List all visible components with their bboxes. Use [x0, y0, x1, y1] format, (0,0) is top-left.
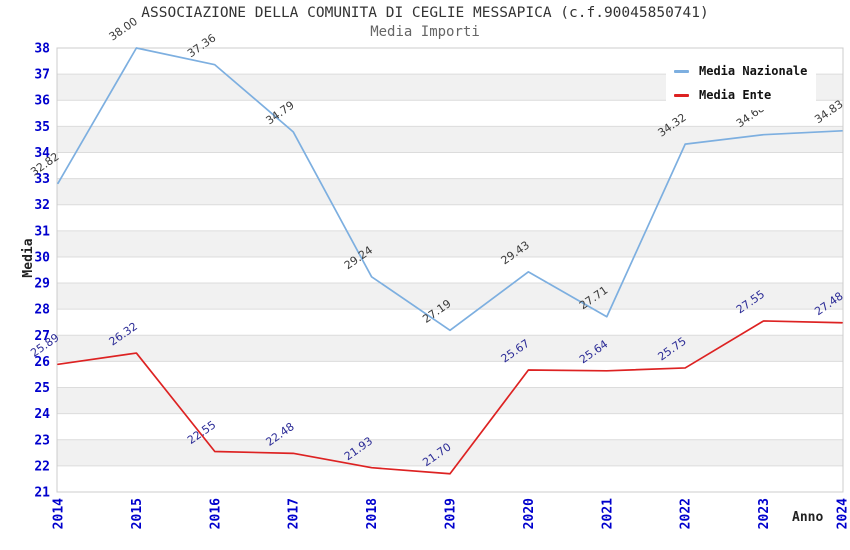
x-tick-label: 2024	[836, 498, 850, 529]
grid-band	[57, 230, 843, 257]
y-tick-label: 24	[34, 407, 50, 422]
grid-band	[57, 439, 843, 466]
y-tick-label: 36	[34, 94, 50, 109]
data-label-media-nazionale: 34.83	[812, 98, 845, 127]
y-tick-label: 34	[34, 146, 50, 161]
x-tick-label: 2021	[600, 498, 615, 529]
grid-band	[57, 126, 843, 153]
data-label-media-nazionale: 34.79	[263, 99, 296, 128]
chart-legend: Media Nazionale Media Ente	[666, 56, 816, 110]
y-tick-label: 38	[34, 42, 50, 57]
x-tick-label: 2014	[52, 498, 67, 529]
y-tick-label: 26	[34, 355, 50, 370]
y-tick-label: 32	[34, 198, 50, 213]
y-tick-label: 28	[34, 303, 50, 318]
legend-marker-media-nazionale-icon	[674, 69, 689, 73]
y-tick-label: 29	[34, 277, 50, 292]
y-tick-label: 25	[34, 381, 50, 396]
legend-item-media-nazionale: Media Nazionale	[674, 64, 812, 78]
x-tick-label: 2015	[130, 498, 145, 529]
y-tick-label: 23	[34, 433, 50, 448]
legend-marker-media-ente-icon	[674, 93, 689, 97]
legend-label-media-ente: Media Ente	[699, 88, 772, 102]
legend-item-media-ente: Media Ente	[674, 88, 812, 102]
chart-title: ASSOCIAZIONE DELLA COMUNITA DI CEGLIE ME…	[141, 5, 709, 21]
x-tick-label: 2020	[522, 498, 537, 529]
grid-band	[57, 335, 843, 362]
series-line-media-ente	[57, 320, 843, 475]
x-tick-label: 2017	[287, 498, 302, 529]
grid-band	[57, 283, 843, 310]
y-axis-title: Media	[21, 238, 36, 278]
y-tick-label: 37	[34, 68, 50, 83]
x-tick-label: 2019	[444, 498, 459, 529]
x-tick-label: 2018	[365, 498, 380, 529]
grid-band	[57, 387, 843, 414]
legend-label-media-nazionale: Media Nazionale	[699, 64, 808, 78]
chart-subtitle: Media Importi	[370, 24, 480, 40]
grid-band	[57, 178, 843, 205]
x-tick-label: 2016	[208, 498, 223, 529]
y-tick-label: 27	[34, 329, 50, 344]
x-tick-label: 2022	[679, 498, 694, 529]
series-line-media-nazionale	[57, 47, 843, 332]
y-tick-label: 31	[34, 224, 50, 239]
y-tick-label: 35	[34, 120, 50, 135]
y-tick-label: 22	[34, 459, 50, 474]
y-tick-label: 21	[34, 486, 50, 501]
plot-border	[56, 47, 844, 493]
y-tick-label: 33	[34, 172, 50, 187]
y-tick-label: 30	[34, 250, 50, 265]
x-axis-title: Anno	[792, 510, 824, 525]
x-tick-label: 2023	[757, 498, 772, 529]
